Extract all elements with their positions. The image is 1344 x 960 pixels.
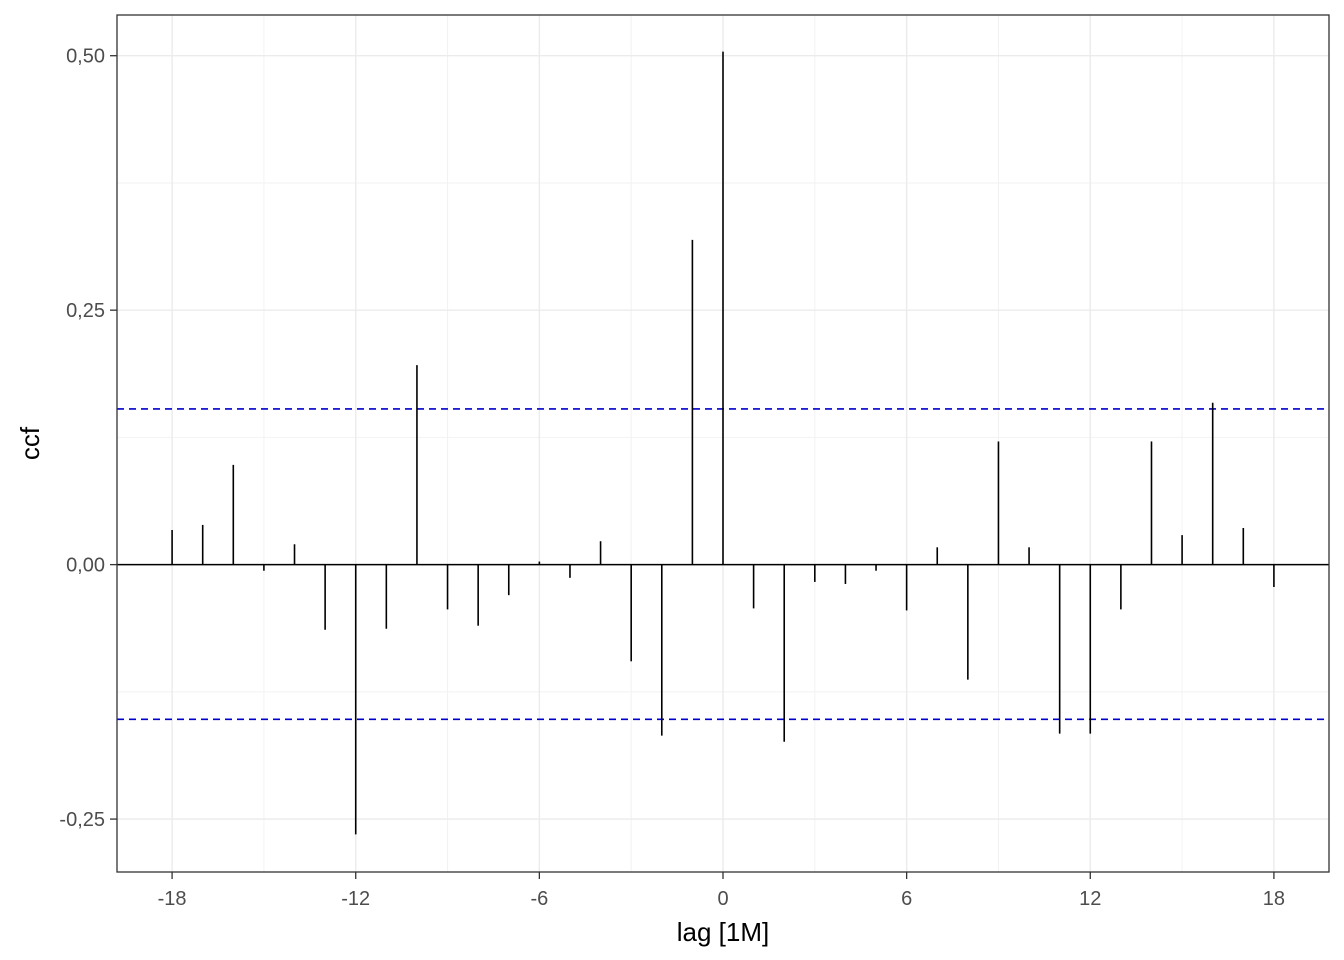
x-tick-label: 18: [1263, 888, 1285, 910]
x-axis: -18 -12 -6 0 6 12 18: [158, 872, 1285, 910]
y-tick-label: 0,50: [66, 46, 105, 68]
x-tick-label: -12: [341, 888, 370, 910]
x-tick-label: 6: [901, 888, 912, 910]
ccf-spikes: [171, 51, 1275, 835]
y-tick-label: 0,00: [66, 555, 105, 577]
y-axis-title: ccf: [15, 426, 45, 460]
x-tick-label: 12: [1079, 888, 1101, 910]
x-axis-title: lag [1M]: [677, 917, 770, 947]
x-tick-label: -18: [158, 888, 187, 910]
x-tick-label: 0: [717, 888, 728, 910]
y-tick-label: 0,25: [66, 300, 105, 322]
y-axis: -0,25 0,00 0,25 0,50: [59, 46, 117, 831]
y-tick-label: -0,25: [59, 809, 105, 831]
x-tick-label: -6: [530, 888, 548, 910]
